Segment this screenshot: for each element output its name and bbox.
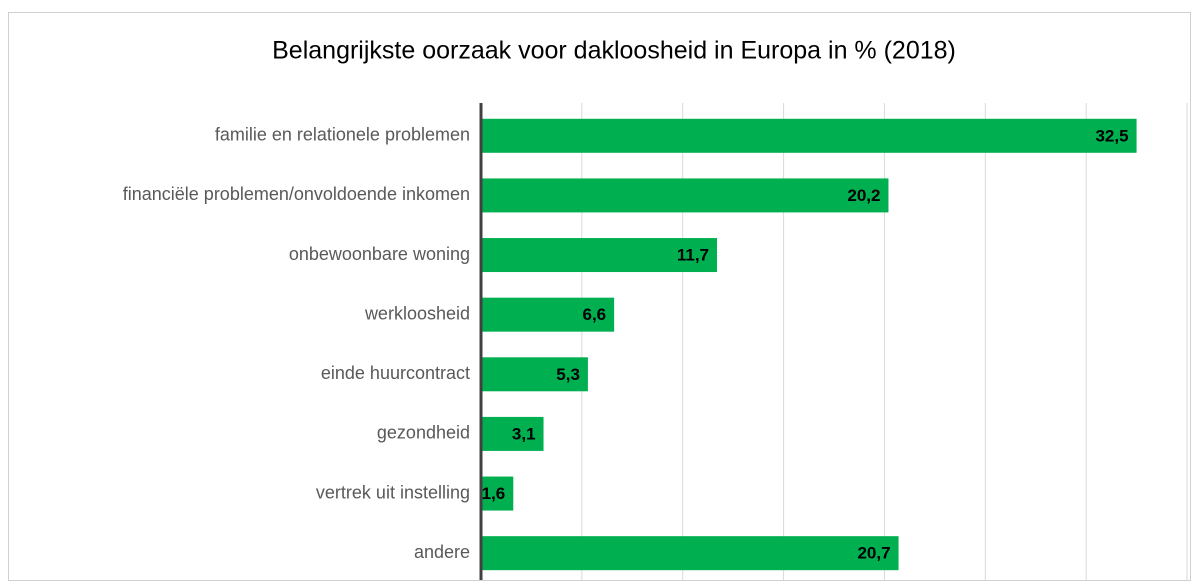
data-label: 3,1 [512,424,536,443]
y-tick-label: vertrek uit instelling [316,482,470,502]
data-label: 32,5 [1095,126,1128,145]
chart-border [8,12,1191,581]
bar [481,416,544,451]
y-tick-label: andere [414,542,470,562]
bar [481,357,588,392]
data-label: 20,2 [847,186,880,205]
y-tick-label: familie en relationele problemen [215,125,470,145]
bar [481,536,899,571]
y-tick-label: financiële problemen/onvoldoende inkomen [123,184,470,204]
bar [481,118,1137,153]
data-label: 5,3 [556,365,580,384]
data-label: 20,7 [857,544,890,563]
y-tick-label: werkloosheid [364,303,470,323]
bar [481,476,514,511]
bar [481,297,615,332]
data-label: 6,6 [582,305,606,324]
bar [481,238,718,273]
y-tick-label: einde huurcontract [321,363,470,383]
chart-title: Belangrijkste oorzaak voor dakloosheid i… [272,37,956,65]
data-label: 1,6 [482,484,506,503]
bar [481,178,889,213]
data-label: 11,7 [677,246,709,265]
y-tick-label: onbewoonbare woning [289,244,470,264]
y-tick-label: gezondheid [377,423,470,443]
